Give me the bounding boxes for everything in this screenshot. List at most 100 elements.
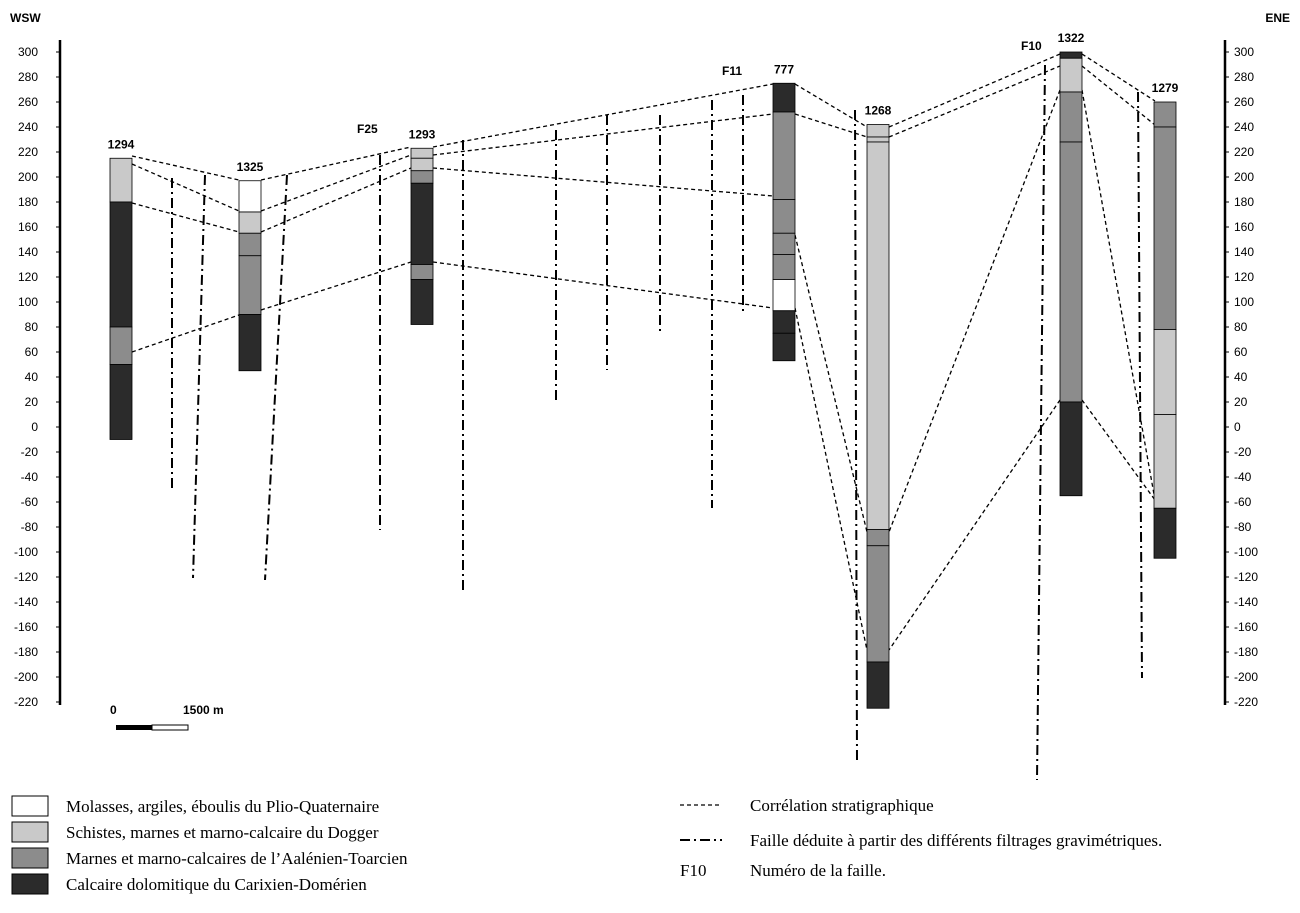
layer: [867, 125, 889, 138]
y-tick-label: -200: [1234, 670, 1258, 684]
layer: [411, 171, 433, 184]
layer: [1154, 102, 1176, 127]
legend-text: Calcaire dolomitique du Carixien-Domérie…: [66, 875, 367, 894]
y-tick-label: -100: [14, 545, 38, 559]
y-tick-label: 260: [18, 95, 38, 109]
y-tick-label: 200: [18, 170, 38, 184]
y-tick-label: -200: [14, 670, 38, 684]
y-tick-label: -60: [21, 495, 39, 509]
y-tick-label: 60: [25, 345, 39, 359]
layer: [1154, 508, 1176, 558]
well-name: 777: [774, 62, 794, 76]
layer: [239, 233, 261, 256]
y-tick-label: -40: [21, 470, 39, 484]
well-name: 1325: [237, 160, 264, 174]
y-tick-label: -60: [1234, 495, 1252, 509]
layer: [773, 280, 795, 311]
scale-label: 0: [110, 703, 117, 717]
y-tick-label: 300: [1234, 45, 1254, 59]
y-tick-label: -120: [1234, 570, 1258, 584]
y-tick-label: 160: [1234, 220, 1254, 234]
layer: [110, 158, 132, 202]
y-tick-label: -40: [1234, 470, 1252, 484]
y-tick-label: 180: [18, 195, 38, 209]
legend-text: Numéro de la faille.: [750, 861, 886, 880]
layer: [1060, 402, 1082, 496]
layer: [867, 546, 889, 662]
y-tick-label: -120: [14, 570, 38, 584]
legend-swatch: [12, 874, 48, 894]
y-tick-label: 100: [18, 295, 38, 309]
legend-text: Molasses, argiles, éboulis du Plio-Quate…: [66, 797, 379, 816]
legend-text: Schistes, marnes et marno-calcaire du Do…: [66, 823, 379, 842]
side-label: WSW: [10, 11, 41, 25]
y-tick-label: -80: [21, 520, 39, 534]
layer: [411, 148, 433, 158]
y-tick-label: 220: [18, 145, 38, 159]
layer: [110, 327, 132, 365]
fault-label: F10: [1021, 39, 1042, 53]
scale-bar: [116, 725, 152, 730]
layer: [1060, 142, 1082, 402]
scale-bar: [152, 725, 188, 730]
layer: [110, 365, 132, 440]
y-tick-label: 220: [1234, 145, 1254, 159]
y-tick-label: -160: [14, 620, 38, 634]
y-tick-label: 80: [1234, 320, 1248, 334]
y-tick-label: 240: [18, 120, 38, 134]
legend-swatch: [12, 822, 48, 842]
well-name: 1294: [108, 137, 135, 151]
well-name: 1322: [1058, 31, 1085, 45]
legend-swatch: [12, 848, 48, 868]
y-tick-label: -80: [1234, 520, 1252, 534]
layer: [239, 212, 261, 233]
layer: [239, 256, 261, 315]
y-tick-label: 280: [1234, 70, 1254, 84]
fault-label: F25: [357, 122, 378, 136]
layer: [867, 662, 889, 708]
layer: [411, 265, 433, 280]
layer: [773, 311, 795, 334]
layer: [773, 233, 795, 254]
layer: [239, 181, 261, 212]
y-tick-label: -180: [14, 645, 38, 659]
y-tick-label: -100: [1234, 545, 1258, 559]
layer: [411, 158, 433, 171]
y-tick-label: -20: [1234, 445, 1252, 459]
faults: [172, 65, 1142, 780]
correlations: [132, 54, 1155, 650]
layer: [239, 315, 261, 371]
y-tick-label: 0: [31, 420, 38, 434]
y-tick-label: 120: [18, 270, 38, 284]
y-tick-label: 120: [1234, 270, 1254, 284]
y-tick-label: 100: [1234, 295, 1254, 309]
y-tick-label: 80: [25, 320, 39, 334]
y-tick-label: 180: [1234, 195, 1254, 209]
y-tick-label: 40: [25, 370, 39, 384]
layer: [773, 83, 795, 112]
y-tick-label: 160: [18, 220, 38, 234]
y-tick-label: -220: [1234, 695, 1258, 709]
y-tick-label: 260: [1234, 95, 1254, 109]
y-tick-label: 60: [1234, 345, 1248, 359]
y-tick-label: 240: [1234, 120, 1254, 134]
y-tick-label: 200: [1234, 170, 1254, 184]
y-tick-label: 140: [18, 245, 38, 259]
y-tick-label: -140: [14, 595, 38, 609]
fault-label: F11: [722, 64, 742, 78]
y-tick-label: 280: [18, 70, 38, 84]
legend-text: Marnes et marno-calcaires de l’Aalénien-…: [66, 849, 408, 868]
y-tick-label: 20: [25, 395, 39, 409]
layer: [867, 142, 889, 530]
layer: [110, 202, 132, 327]
layer: [1060, 52, 1082, 58]
layer: [773, 112, 795, 200]
layer: [411, 280, 433, 325]
legend-swatch: [12, 796, 48, 816]
y-tick-label: 140: [1234, 245, 1254, 259]
scale-label: 1500 m: [183, 703, 224, 717]
y-tick-label: 20: [1234, 395, 1248, 409]
layer: [773, 200, 795, 234]
layer: [1154, 330, 1176, 415]
layer: [773, 333, 795, 361]
